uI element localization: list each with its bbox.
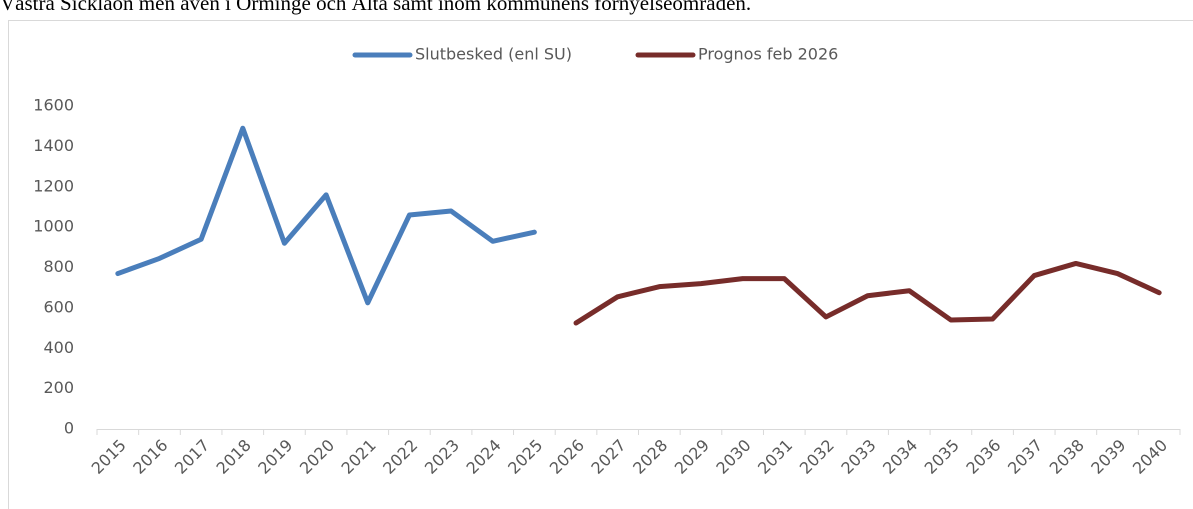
series-line [115, 125, 537, 306]
y-tick-label: 0 [64, 419, 74, 438]
x-tick-label: 2037 [1004, 436, 1046, 478]
x-tick-label: 2036 [962, 436, 1004, 478]
x-tick-label: 2031 [754, 436, 796, 478]
x-tick-label: 2022 [379, 436, 421, 478]
series-line [573, 260, 1162, 326]
x-tick-label: 2015 [88, 436, 130, 478]
y-tick-label: 800 [43, 257, 74, 276]
x-tick-label: 2030 [712, 436, 754, 478]
x-tick-label: 2033 [837, 436, 879, 478]
y-tick-label: 600 [43, 297, 74, 316]
x-tick-label: 2016 [129, 436, 171, 478]
y-tick-label: 1200 [33, 176, 74, 195]
y-tick-label: 1000 [33, 217, 74, 236]
x-tick-label: 2026 [546, 436, 588, 478]
x-tick-label: 2025 [504, 436, 546, 478]
x-tick-label: 2020 [296, 436, 338, 478]
legend-label: Slutbesked (enl SU) [415, 45, 572, 64]
y-tick-label: 400 [43, 338, 74, 357]
x-tick-label: 2023 [421, 436, 463, 478]
x-tick-label: 2018 [213, 436, 255, 478]
x-tick-label: 2040 [1129, 436, 1171, 478]
x-tick-label: 2021 [338, 436, 380, 478]
y-tick-label: 1400 [33, 136, 74, 155]
x-tick-label: 2017 [171, 436, 213, 478]
x-tick-label: 2029 [671, 436, 713, 478]
x-tick-label: 2019 [254, 436, 296, 478]
caption: Västra Sicklaön men även i Orminge och Ä… [0, 0, 752, 15]
x-tick-label: 2024 [462, 436, 504, 478]
y-tick-label: 200 [43, 378, 74, 397]
chart-border [8, 20, 1193, 509]
x-tick-label: 2035 [921, 436, 963, 478]
x-tick-label: 2027 [587, 436, 629, 478]
x-tick-label: 2039 [1087, 436, 1129, 478]
x-tick-label: 2038 [1046, 436, 1088, 478]
x-tick-label: 2032 [796, 436, 838, 478]
y-tick-label: 1600 [33, 96, 74, 115]
legend-label: Prognos feb 2026 [698, 45, 838, 64]
x-tick-label: 2028 [629, 436, 671, 478]
x-tick-label: 2034 [879, 436, 921, 478]
